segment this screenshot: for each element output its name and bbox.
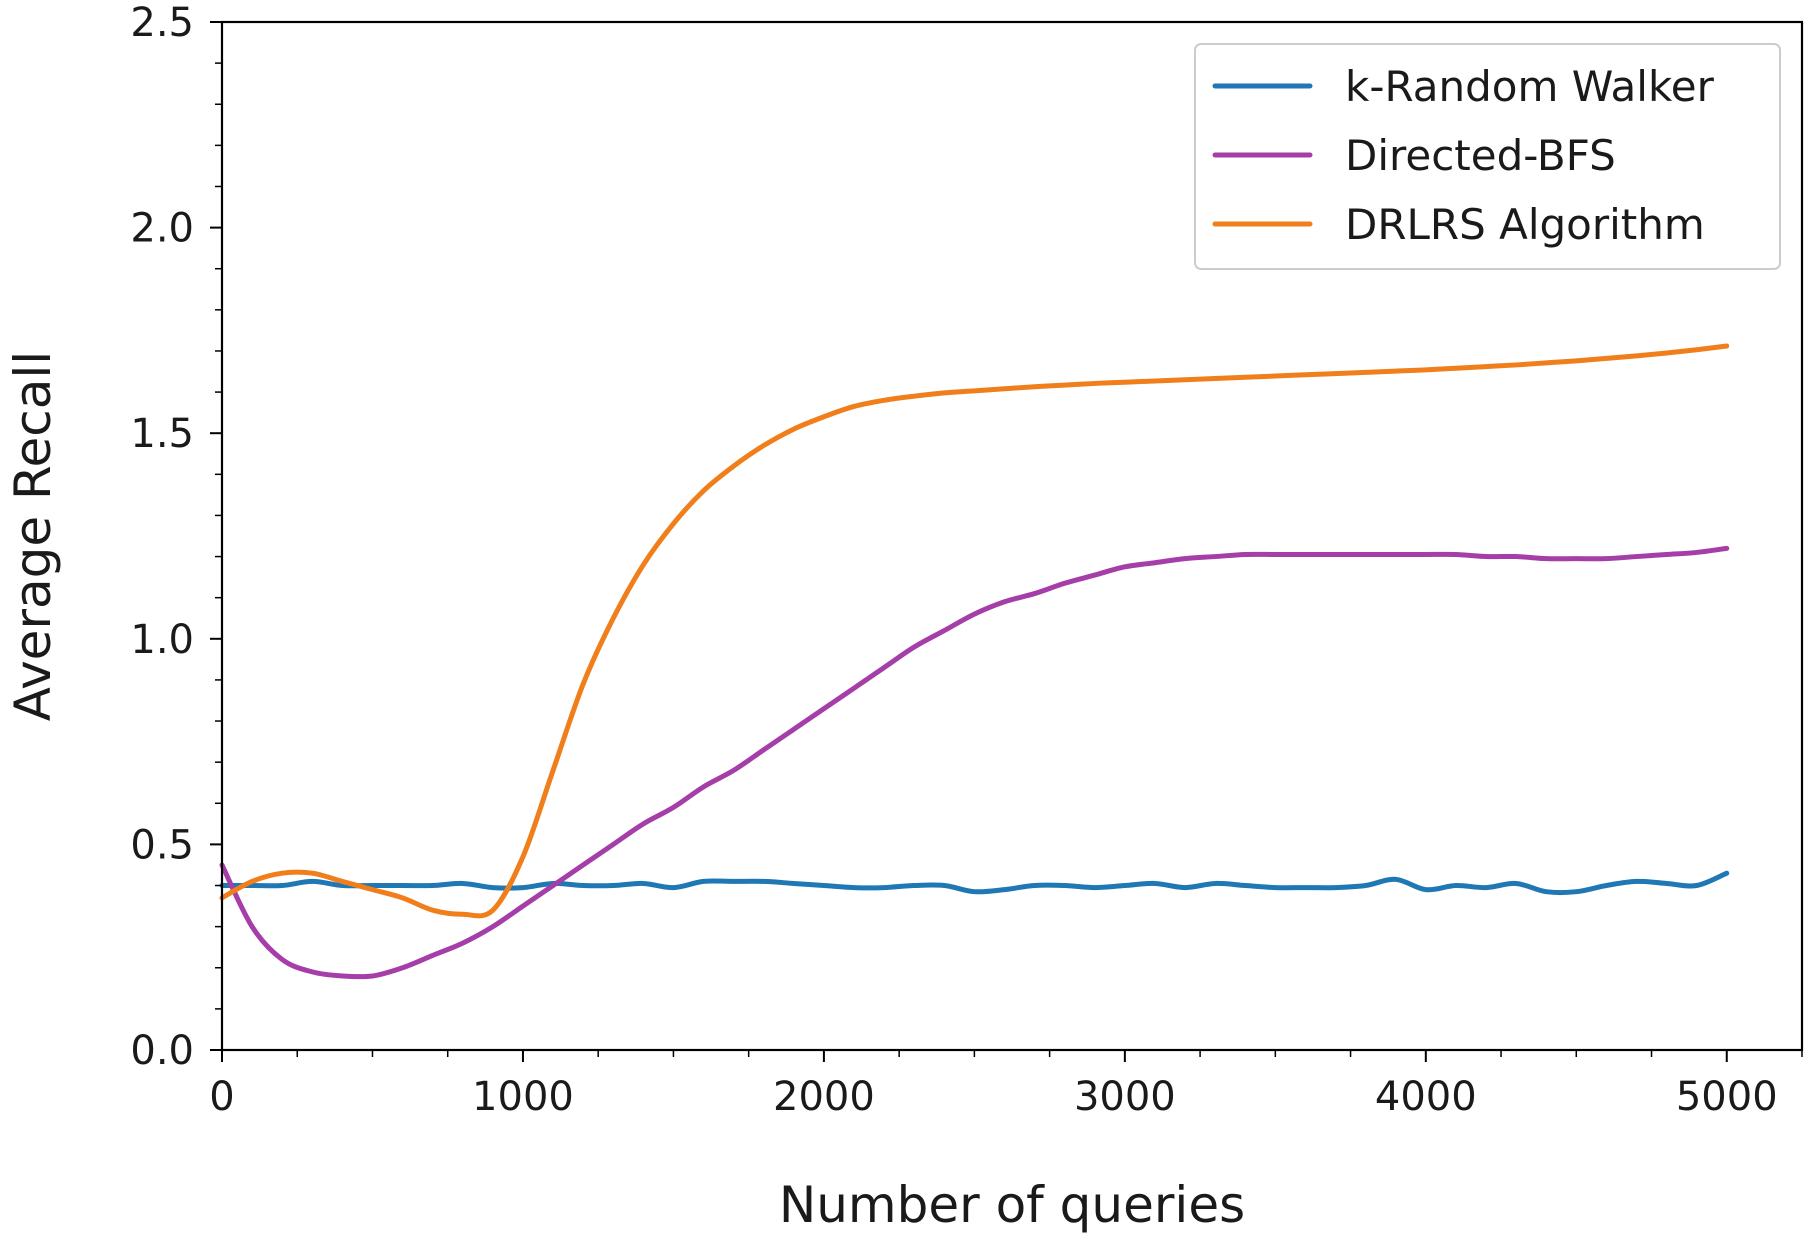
x-tick-label: 0 bbox=[209, 1074, 234, 1120]
legend-entries: k-Random Walker Directed-BFS DRLRS Algorit… bbox=[1212, 62, 1715, 249]
x-axis-ticks: 0 1000 2000 3000 4000 5000 bbox=[209, 1050, 1778, 1120]
minor-ticks bbox=[215, 62, 1803, 1057]
x-axis-title: Number of queries bbox=[779, 1176, 1245, 1234]
legend-box bbox=[1194, 43, 1781, 270]
y-axis-title: Average Recall bbox=[4, 351, 62, 721]
x-tick-label: 1000 bbox=[472, 1074, 574, 1120]
legend-label-drlrs-algorithm: DRLRS Algorithm bbox=[1345, 200, 1705, 249]
plot-area: 0 1000 2000 3000 4000 5000 0.0 0.5 1.0 1.5 2.0 2.5 bbox=[130, 0, 1804, 1120]
y-tick-label: 0.5 bbox=[130, 822, 194, 868]
y-tick-label: 0.0 bbox=[130, 1028, 194, 1074]
series-layer bbox=[219, 343, 1730, 980]
y-tick-label: 1.0 bbox=[130, 617, 194, 663]
legend-label-k-random-walker: k-Random Walker bbox=[1345, 62, 1715, 111]
series-line-k-random-walker bbox=[219, 870, 1730, 896]
axes-frame bbox=[220, 20, 1804, 1052]
x-tick-label: 5000 bbox=[1676, 1074, 1778, 1120]
legend: k-Random Walker Directed-BFS DRLRS Algorit… bbox=[1194, 43, 1781, 270]
y-tick-label: 2.0 bbox=[130, 206, 194, 252]
y-tick-label: 2.5 bbox=[130, 0, 194, 46]
series-line-drlrs-algorithm bbox=[219, 343, 1730, 919]
series-line-directed-bfs bbox=[219, 545, 1730, 980]
x-tick-label: 2000 bbox=[773, 1074, 875, 1120]
y-tick-label: 1.5 bbox=[130, 411, 194, 457]
legend-label-directed-bfs: Directed-BFS bbox=[1345, 131, 1616, 180]
x-tick-label: 4000 bbox=[1375, 1074, 1477, 1120]
y-axis-ticks: 0.0 0.5 1.0 1.5 2.0 2.5 bbox=[130, 0, 222, 1074]
x-tick-label: 3000 bbox=[1074, 1074, 1176, 1120]
